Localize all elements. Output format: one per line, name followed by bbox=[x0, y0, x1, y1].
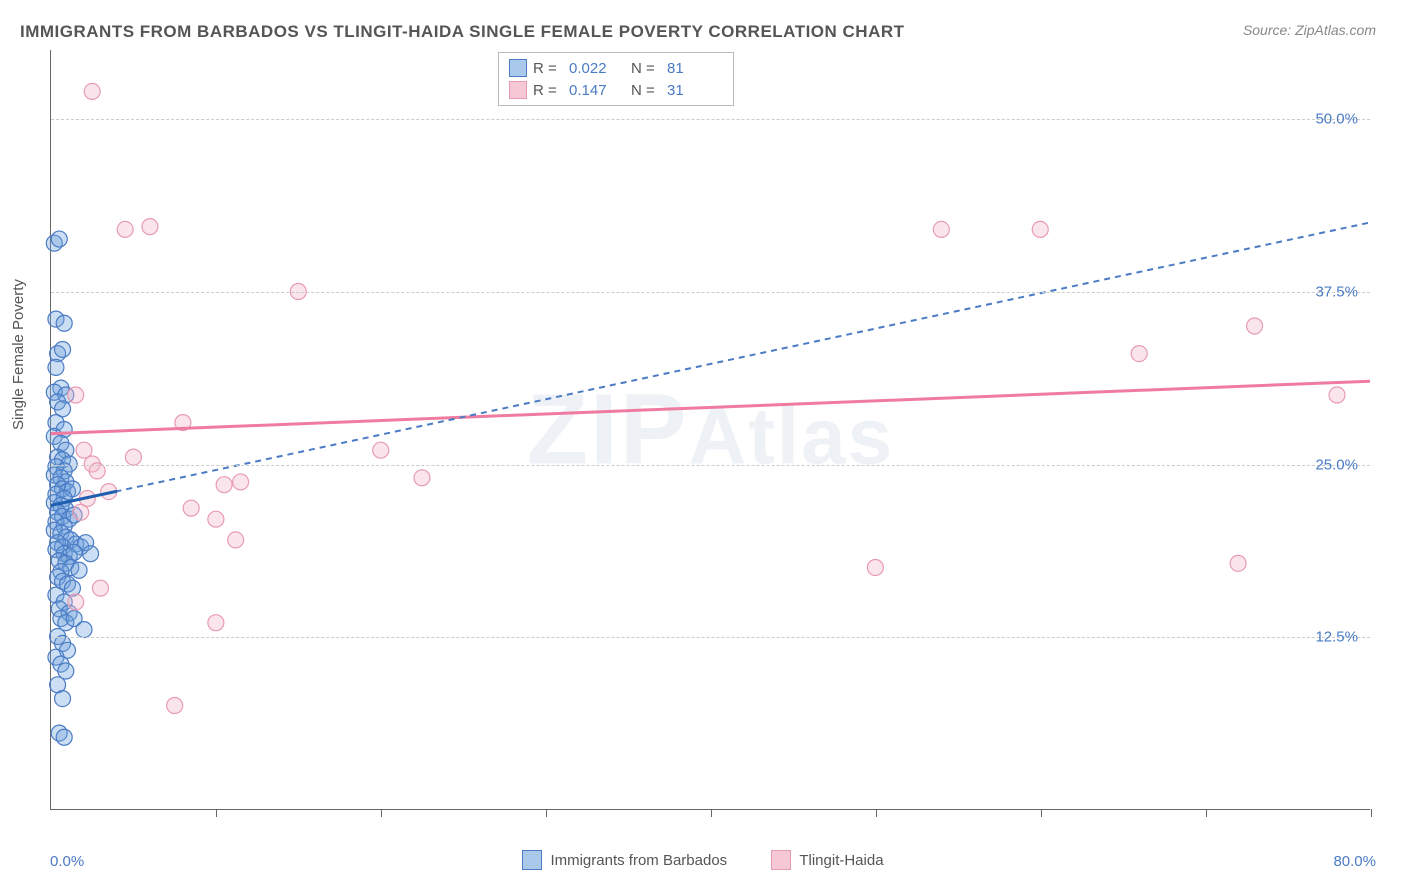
data-point bbox=[68, 387, 84, 403]
xtick bbox=[711, 809, 712, 817]
data-point bbox=[1032, 221, 1048, 237]
data-point bbox=[414, 470, 430, 486]
ytick-label: 12.5% bbox=[1315, 629, 1358, 646]
ytick-label: 25.0% bbox=[1315, 456, 1358, 473]
trendline-pink bbox=[51, 381, 1370, 433]
ytick-label: 37.5% bbox=[1315, 283, 1358, 300]
data-point bbox=[56, 729, 72, 745]
data-point bbox=[71, 562, 87, 578]
xtick bbox=[876, 809, 877, 817]
data-point bbox=[208, 511, 224, 527]
data-point bbox=[117, 221, 133, 237]
data-point bbox=[142, 219, 158, 235]
xtick bbox=[1206, 809, 1207, 817]
trendline-blue-dashed bbox=[51, 223, 1370, 506]
data-point bbox=[58, 663, 74, 679]
gridline bbox=[51, 119, 1370, 120]
y-axis-label: Single Female Poverty bbox=[10, 279, 27, 430]
ytick-label: 50.0% bbox=[1315, 111, 1358, 128]
data-point bbox=[1131, 346, 1147, 362]
data-point bbox=[48, 359, 64, 375]
gridline bbox=[51, 292, 1370, 293]
r-value-1: 0.022 bbox=[569, 60, 625, 77]
data-point bbox=[867, 560, 883, 576]
plot-svg bbox=[51, 50, 1370, 809]
swatch-pink bbox=[771, 850, 791, 870]
xtick-label-right: 80.0% bbox=[1333, 853, 1376, 870]
gridline bbox=[51, 637, 1370, 638]
xtick bbox=[1371, 809, 1372, 817]
xtick bbox=[216, 809, 217, 817]
chart-title: IMMIGRANTS FROM BARBADOS VS TLINGIT-HAID… bbox=[20, 22, 905, 42]
data-point bbox=[1230, 555, 1246, 571]
r-value-2: 0.147 bbox=[569, 82, 625, 99]
data-point bbox=[167, 698, 183, 714]
n-label: N = bbox=[631, 82, 661, 99]
data-point bbox=[92, 580, 108, 596]
swatch-blue bbox=[522, 850, 542, 870]
legend-label-1: Immigrants from Barbados bbox=[550, 852, 727, 869]
r-label: R = bbox=[533, 82, 563, 99]
legend-item-1: Immigrants from Barbados bbox=[522, 850, 727, 870]
data-point bbox=[55, 341, 71, 357]
data-point bbox=[1247, 318, 1263, 334]
data-point bbox=[1329, 387, 1345, 403]
legend-item-2: Tlingit-Haida bbox=[771, 850, 883, 870]
data-point bbox=[76, 622, 92, 638]
data-point bbox=[233, 474, 249, 490]
series-legend: Immigrants from Barbados Tlingit-Haida bbox=[0, 850, 1406, 874]
swatch-pink bbox=[509, 81, 527, 99]
n-value-1: 81 bbox=[667, 60, 723, 77]
data-point bbox=[373, 442, 389, 458]
data-point bbox=[216, 477, 232, 493]
n-label: N = bbox=[631, 60, 661, 77]
data-point bbox=[228, 532, 244, 548]
chart-container: IMMIGRANTS FROM BARBADOS VS TLINGIT-HAID… bbox=[0, 0, 1406, 892]
xtick bbox=[546, 809, 547, 817]
data-point bbox=[84, 83, 100, 99]
n-value-2: 31 bbox=[667, 82, 723, 99]
correlation-legend: R = 0.022 N = 81 R = 0.147 N = 31 bbox=[498, 52, 734, 106]
swatch-blue bbox=[509, 59, 527, 77]
source-label: Source: ZipAtlas.com bbox=[1243, 22, 1376, 38]
data-point bbox=[125, 449, 141, 465]
legend-row-series-1: R = 0.022 N = 81 bbox=[509, 57, 723, 79]
data-point bbox=[51, 231, 67, 247]
xtick-label-left: 0.0% bbox=[50, 853, 84, 870]
data-point bbox=[83, 546, 99, 562]
xtick bbox=[381, 809, 382, 817]
data-point bbox=[933, 221, 949, 237]
xtick bbox=[1041, 809, 1042, 817]
data-point bbox=[76, 442, 92, 458]
gridline bbox=[51, 465, 1370, 466]
plot-area: ZIPAtlas 12.5%25.0%37.5%50.0% bbox=[50, 50, 1370, 810]
data-point bbox=[55, 691, 71, 707]
data-point bbox=[56, 315, 72, 331]
data-point bbox=[183, 500, 199, 516]
data-point bbox=[208, 615, 224, 631]
data-point bbox=[68, 594, 84, 610]
legend-label-2: Tlingit-Haida bbox=[799, 852, 883, 869]
legend-row-series-2: R = 0.147 N = 31 bbox=[509, 79, 723, 101]
r-label: R = bbox=[533, 60, 563, 77]
